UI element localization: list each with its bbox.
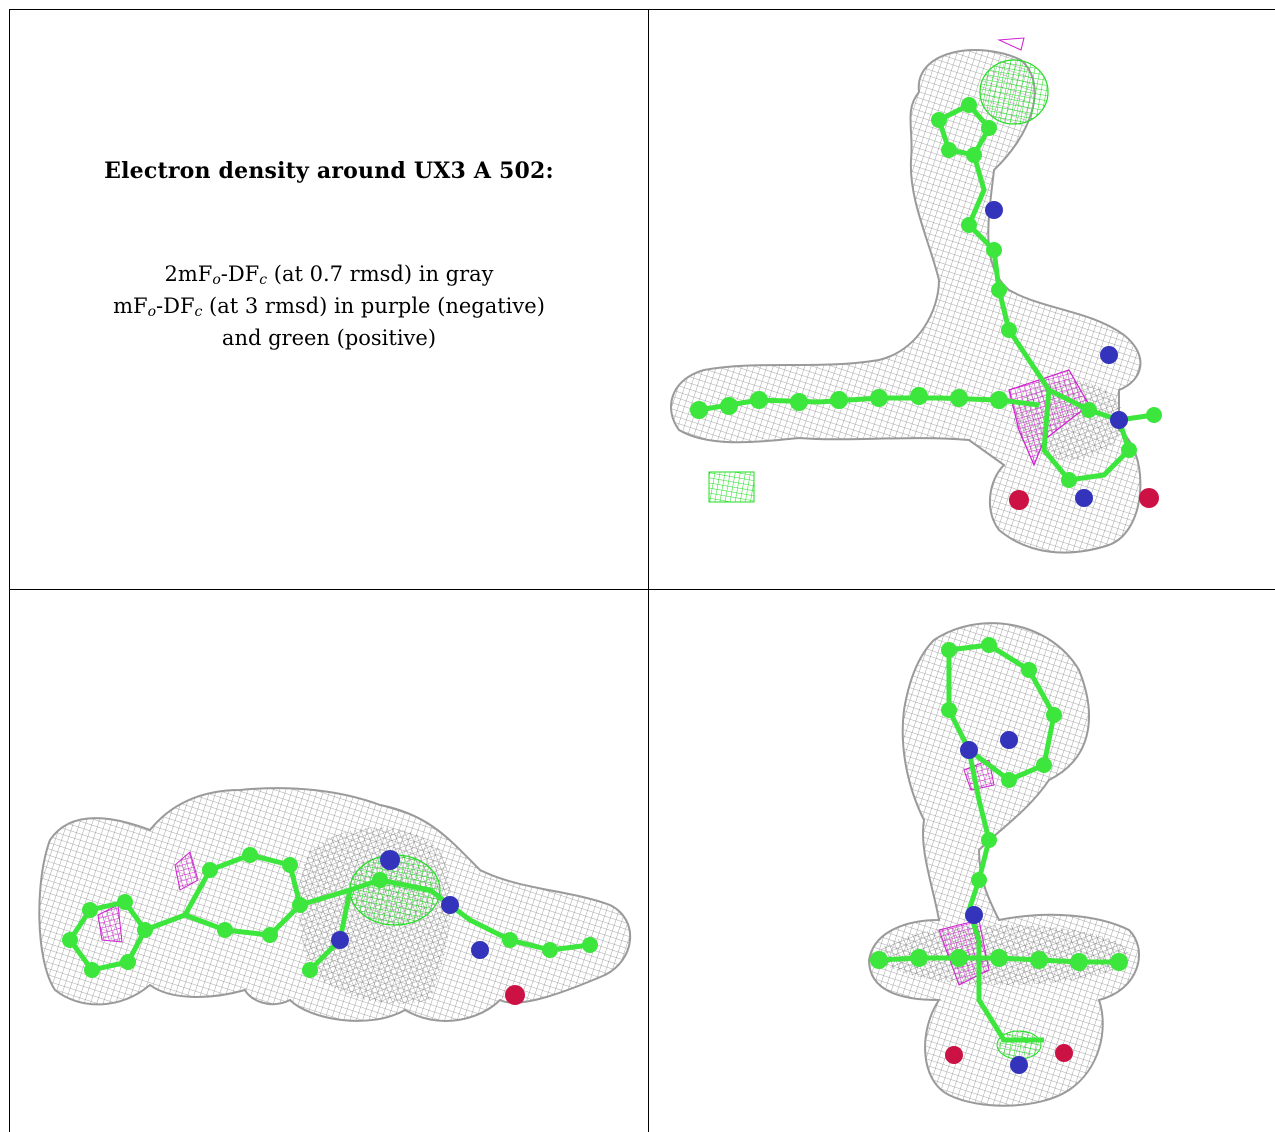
table-column-divider [648,9,649,1132]
positive-density [979,59,1049,125]
term-2mfo: 2mF [164,262,213,286]
sub-c: c [259,272,268,288]
negative-density [97,904,123,943]
sub-o: o [212,272,221,288]
nitrogen-atoms [331,850,489,959]
figure-table: Electron density around UX3 A 502: 2mFo-… [9,9,1275,1132]
caption-line-purple: mFo-DFc (at 3 rmsd) in purple (negative) [113,290,545,322]
density-render-front [670,37,1162,554]
carbon-atoms [690,97,1162,488]
negative-density [174,851,199,891]
density-panel-front [649,10,1275,589]
caption-line-gray: 2mFo-DFc (at 0.7 rmsd) in gray [113,258,545,290]
purple-desc: (at 3 rmsd) in purple (negative) [202,294,545,318]
table-border-top [9,9,1275,10]
density-panel-top [649,590,1275,1132]
density-render-top [867,622,1140,1107]
positive-density-blob [708,471,755,503]
term-mfo: mF [113,294,148,318]
density-panel-side [10,590,648,1132]
caption-title: Electron density around UX3 A 502: [104,158,554,184]
caption-legend: 2mFo-DFc (at 0.7 rmsd) in gray mFo-DFc (… [113,258,545,354]
negative-density-fragment [997,37,1025,51]
density-mesh [867,622,1140,1107]
oxygen-atoms [505,985,525,1005]
term-dfc: -DF [220,262,260,286]
carbon-atoms [62,847,598,978]
caption-line-green: and green (positive) [221,326,437,350]
nitrogen-atoms [985,201,1128,507]
table-row-divider [9,589,1275,590]
caption-cell: Electron density around UX3 A 502: 2mFo-… [10,10,648,589]
oxygen-atoms [945,1044,1073,1064]
density-render-side [38,787,632,1022]
oxygen-atoms [1009,488,1159,510]
sub-c: c [194,304,203,320]
nitrogen-atoms [960,731,1028,1074]
carbon-atoms [870,637,1128,971]
sub-o: o [147,304,157,320]
term-dfc: -DF [156,294,195,318]
table-border-left [9,9,10,1132]
caption: Electron density around UX3 A 502: 2mFo-… [10,10,648,589]
gray-desc: (at 0.7 rmsd) in gray [267,262,494,286]
